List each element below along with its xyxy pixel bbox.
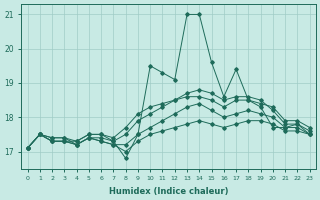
X-axis label: Humidex (Indice chaleur): Humidex (Indice chaleur) xyxy=(109,187,228,196)
